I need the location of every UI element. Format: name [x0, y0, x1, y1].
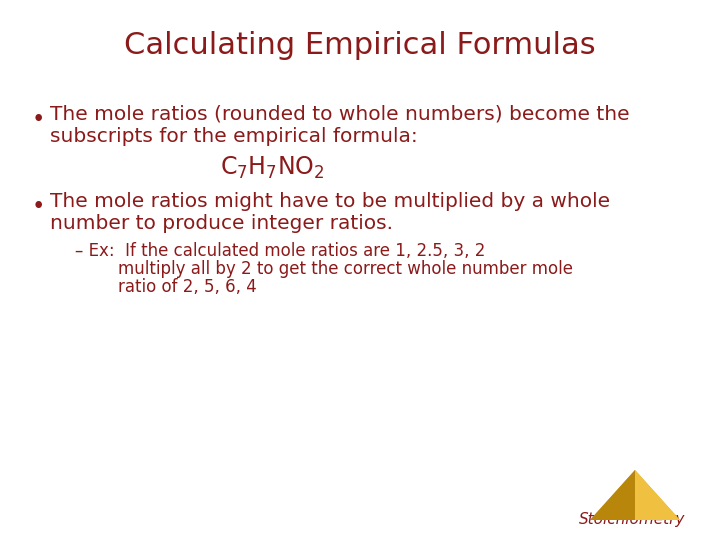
Text: Calculating Empirical Formulas: Calculating Empirical Formulas	[124, 30, 596, 59]
Text: Stoichiometry: Stoichiometry	[579, 512, 685, 527]
Text: – Ex:  If the calculated mole ratios are 1, 2.5, 3, 2: – Ex: If the calculated mole ratios are …	[75, 242, 485, 260]
Polygon shape	[590, 470, 635, 520]
Text: •: •	[32, 195, 45, 218]
Text: subscripts for the empirical formula:: subscripts for the empirical formula:	[50, 127, 418, 146]
Text: number to produce integer ratios.: number to produce integer ratios.	[50, 214, 393, 233]
Text: ratio of 2, 5, 6, 4: ratio of 2, 5, 6, 4	[118, 278, 257, 296]
Text: The mole ratios (rounded to whole numbers) become the: The mole ratios (rounded to whole number…	[50, 105, 629, 124]
Text: •: •	[32, 108, 45, 131]
Text: The mole ratios might have to be multiplied by a whole: The mole ratios might have to be multipl…	[50, 192, 610, 211]
Polygon shape	[635, 470, 680, 520]
Polygon shape	[590, 470, 680, 520]
Text: $\mathregular{C_7H_7NO_2}$: $\mathregular{C_7H_7NO_2}$	[220, 155, 325, 181]
Text: multiply all by 2 to get the correct whole number mole: multiply all by 2 to get the correct who…	[118, 260, 573, 278]
